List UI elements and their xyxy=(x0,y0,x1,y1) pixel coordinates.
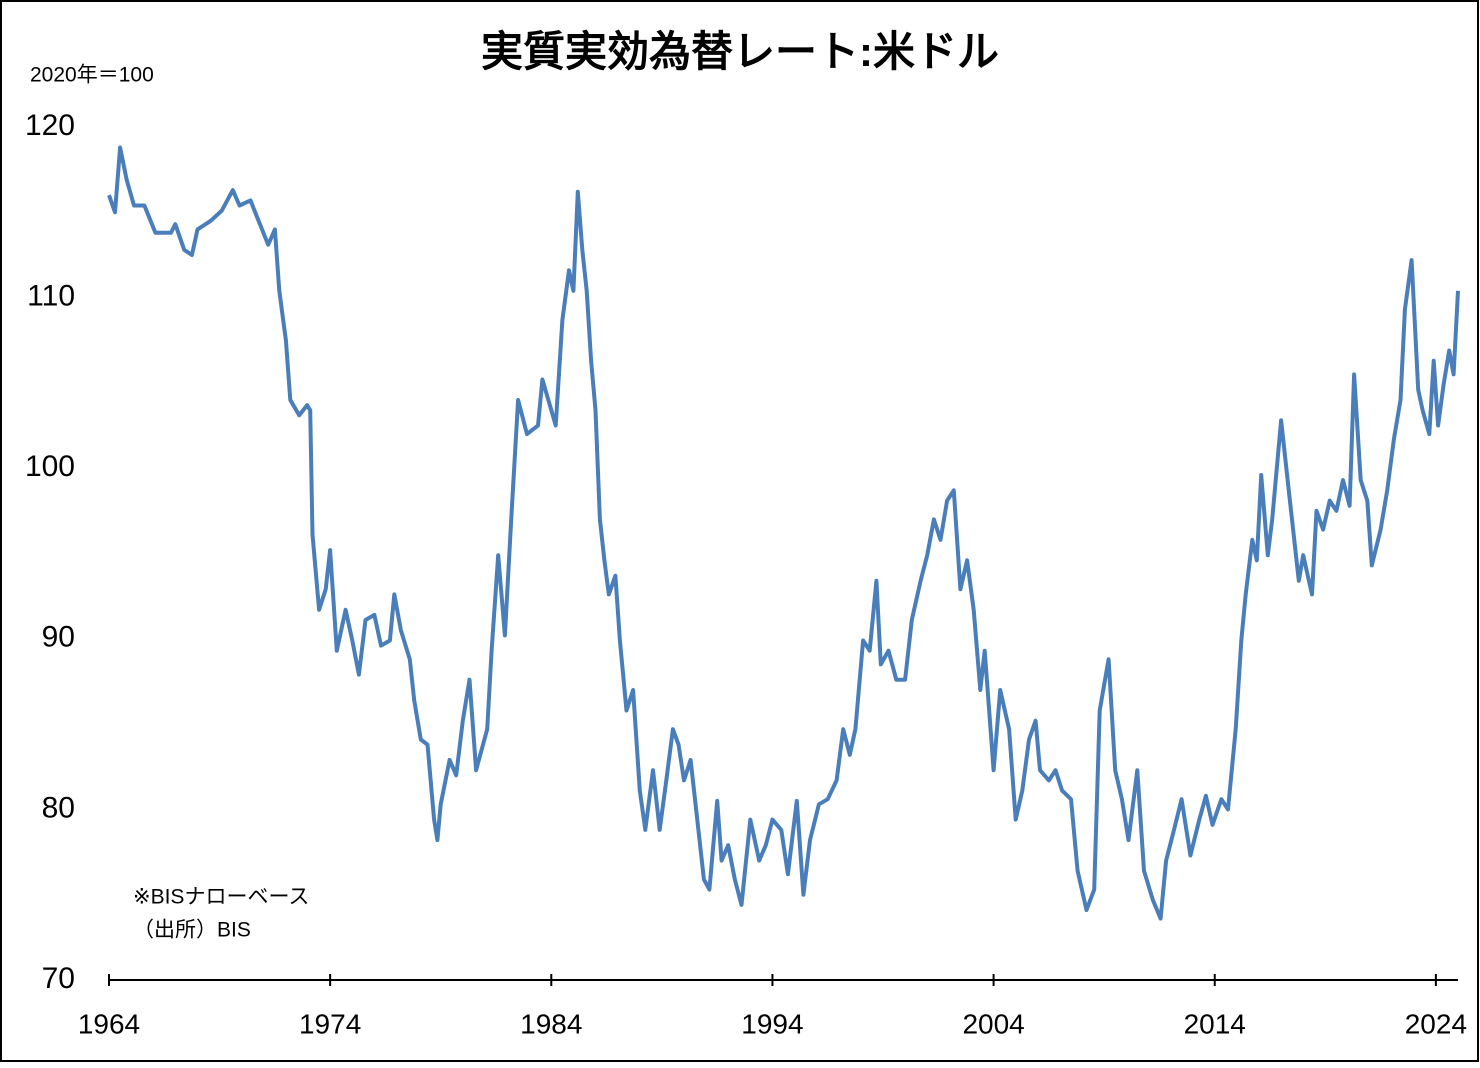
x-tick-label: 1994 xyxy=(741,1008,803,1039)
y-tick-label: 110 xyxy=(27,280,75,313)
y-tick-label: 120 xyxy=(25,109,75,142)
x-tick-label: 2004 xyxy=(962,1008,1024,1039)
x-tick-label: 2014 xyxy=(1184,1008,1246,1039)
annotation: （出所）BIS xyxy=(133,919,251,942)
y-tick-label: 80 xyxy=(42,791,75,824)
x-tick-label: 2024 xyxy=(1405,1008,1467,1039)
y-tick-label: 70 xyxy=(42,962,75,995)
x-tick-label: 1964 xyxy=(78,1008,140,1039)
chart-title: 実質実効為替レート:米ドル xyxy=(481,28,999,75)
x-tick-label: 1984 xyxy=(520,1008,582,1039)
x-tick-label: 1974 xyxy=(299,1008,361,1039)
y-axis-label: 2020年＝100 xyxy=(30,64,154,87)
y-tick-label: 100 xyxy=(25,450,75,483)
data-line xyxy=(107,145,1460,921)
annotation: ※BISナローベース xyxy=(133,886,309,909)
y-tick-label: 90 xyxy=(42,621,75,654)
